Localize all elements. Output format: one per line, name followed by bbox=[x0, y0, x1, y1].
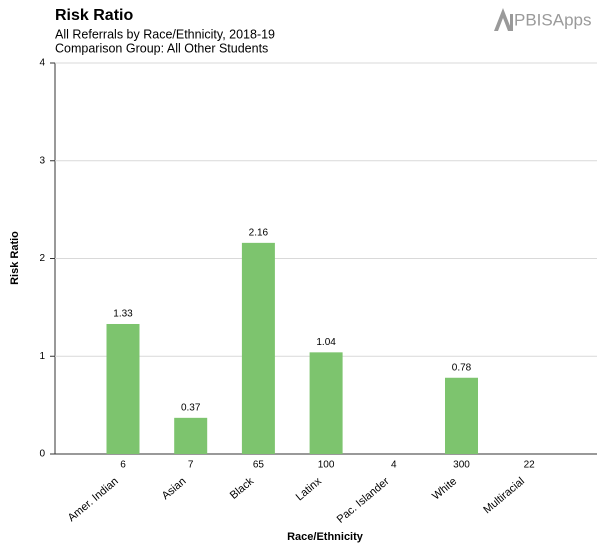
chart-title: Risk Ratio bbox=[55, 7, 133, 24]
count-label: 6 bbox=[120, 460, 126, 471]
x-axis-title: Race/Ethnicity bbox=[287, 531, 364, 543]
value-label: 0.78 bbox=[452, 362, 472, 373]
y-tick-label: 3 bbox=[39, 155, 45, 166]
x-tick-label: Asian bbox=[160, 475, 189, 502]
bar bbox=[174, 417, 208, 454]
count-label: 22 bbox=[524, 460, 536, 471]
y-tick-label: 2 bbox=[39, 253, 45, 264]
count-label: 65 bbox=[253, 460, 265, 471]
bar bbox=[241, 242, 275, 454]
count-label: 4 bbox=[391, 460, 397, 471]
x-tick-label: White bbox=[430, 475, 459, 502]
value-label: 0.37 bbox=[181, 402, 201, 413]
bar bbox=[106, 323, 140, 454]
chart-subtitle: Comparison Group: All Other Students bbox=[55, 41, 268, 55]
bar bbox=[445, 377, 478, 454]
logo: PBISApps bbox=[514, 10, 592, 29]
x-tick-label: Latinx bbox=[294, 475, 325, 503]
logo-icon bbox=[494, 8, 513, 31]
count-label: 100 bbox=[318, 460, 335, 471]
bar bbox=[309, 352, 343, 454]
value-label: 1.33 bbox=[113, 309, 133, 320]
y-tick-label: 1 bbox=[39, 351, 45, 362]
x-tick-label: Pac. Islander bbox=[335, 475, 392, 526]
value-label: 2.16 bbox=[249, 228, 269, 239]
count-label: 300 bbox=[453, 460, 470, 471]
x-tick-label: Black bbox=[228, 475, 257, 502]
x-tick-label: Amer. Indian bbox=[66, 475, 121, 524]
y-axis-title: Risk Ratio bbox=[9, 231, 21, 285]
y-tick-label: 0 bbox=[39, 449, 45, 460]
chart-subtitle: All Referrals by Race/Ethnicity, 2018-19 bbox=[55, 27, 275, 41]
y-tick-label: 4 bbox=[39, 58, 45, 69]
x-tick-label: Multiracial bbox=[481, 475, 527, 516]
value-label: 1.04 bbox=[316, 337, 336, 348]
count-label: 7 bbox=[188, 460, 194, 471]
